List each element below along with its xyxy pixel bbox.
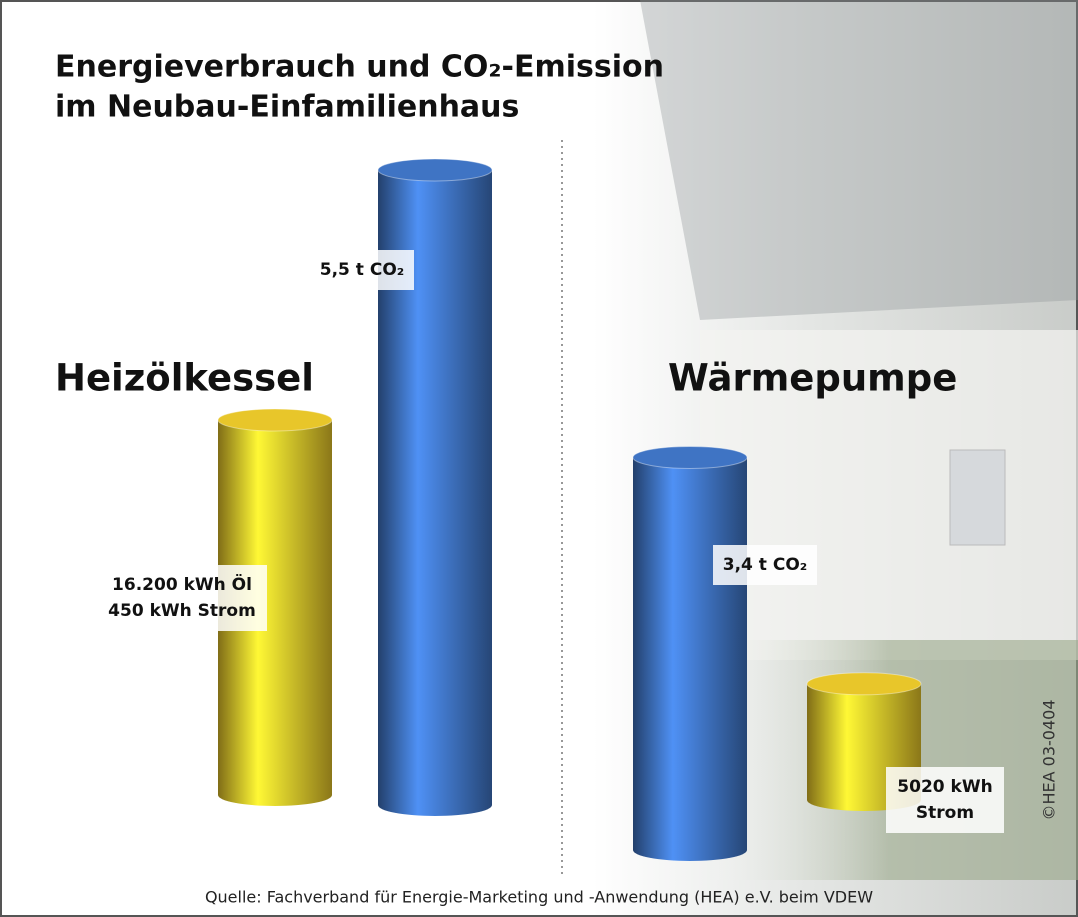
title-line: im Neubau-Einfamilienhaus — [55, 90, 519, 125]
title-line: Energieverbrauch und CO₂-Emission — [55, 50, 664, 85]
source: Quelle: Fachverband für Energie-Marketin… — [205, 888, 873, 907]
cylinder-top — [218, 409, 332, 431]
value-label: 16.200 kWh Öl — [112, 573, 252, 595]
value-label: 450 kWh Strom — [108, 601, 256, 621]
value-label: 3,4 t CO₂ — [723, 555, 807, 575]
value-label: 5,5 t CO₂ — [320, 260, 404, 280]
cylinder-top — [807, 673, 921, 695]
category-label: Wärmepumpe — [668, 357, 957, 400]
cylinder — [633, 457, 747, 861]
window — [950, 450, 1005, 545]
roof — [640, 0, 1078, 320]
value-label: 5020 kWh — [897, 777, 992, 797]
cylinder-top — [633, 446, 747, 468]
page: Energieverbrauch und CO₂-Emission im Neu… — [0, 0, 1078, 917]
copyright: ©HEA 03-0404 — [1040, 699, 1059, 820]
value-label: Strom — [916, 803, 974, 823]
chart: Energieverbrauch und CO₂-Emission im Neu… — [0, 0, 1078, 917]
category-label: Heizölkessel — [55, 357, 314, 400]
cylinder-top — [378, 159, 492, 181]
